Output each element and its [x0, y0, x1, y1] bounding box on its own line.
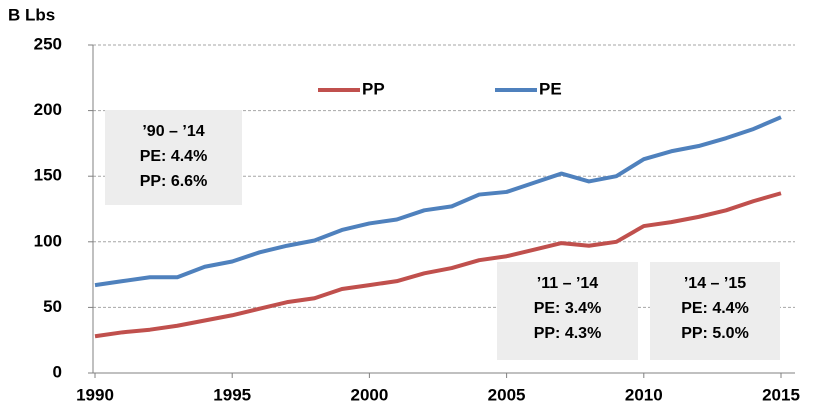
x-tick-label: 1995 — [213, 385, 251, 404]
y-tick-label: 100 — [34, 231, 62, 250]
x-tick-label: 2005 — [488, 385, 526, 404]
annotation-text: PE: 4.4% — [140, 148, 208, 165]
annotation-text: PP: 5.0% — [681, 325, 749, 342]
y-tick-label: 200 — [34, 100, 62, 119]
y-tick-label: 250 — [34, 34, 62, 53]
x-tick-label: 1990 — [76, 385, 114, 404]
annotation-text: ’11 – ’14 — [537, 275, 598, 292]
annotation: ’14 – ’15 PE: 4.4% PP: 5.0% — [650, 262, 780, 360]
y-tick-label: 0 — [53, 362, 62, 381]
annotation-text: PE: 4.4% — [681, 300, 749, 317]
annotation-text: PE: 3.4% — [534, 300, 602, 317]
annotation-box — [497, 262, 638, 360]
y-tick-label: 150 — [34, 166, 62, 185]
annotation-box — [650, 262, 780, 360]
series-line — [94, 115, 782, 288]
series-line — [94, 191, 782, 339]
annotation: ’90 – ’14 PE: 4.4% PP: 6.6% — [105, 110, 242, 205]
annotation-box — [105, 110, 242, 205]
y-tick-label: 50 — [43, 297, 62, 316]
annotation-text: ’14 – ’15 — [684, 275, 746, 292]
annotation: ’11 – ’14 PE: 3.4% PP: 4.3% — [497, 262, 638, 360]
annotation-text: PP: 4.3% — [534, 325, 602, 342]
x-tick-label: 2000 — [350, 385, 388, 404]
annotation-text: PP: 6.6% — [140, 173, 208, 190]
x-tick-label: 2010 — [625, 385, 663, 404]
annotation-text: ’90 – ’14 — [142, 123, 204, 140]
x-tick-label: 2015 — [762, 385, 800, 404]
y-axis-label: B Lbs — [8, 5, 55, 24]
legend-label: PE — [539, 79, 562, 98]
legend-label: PP — [362, 79, 385, 98]
